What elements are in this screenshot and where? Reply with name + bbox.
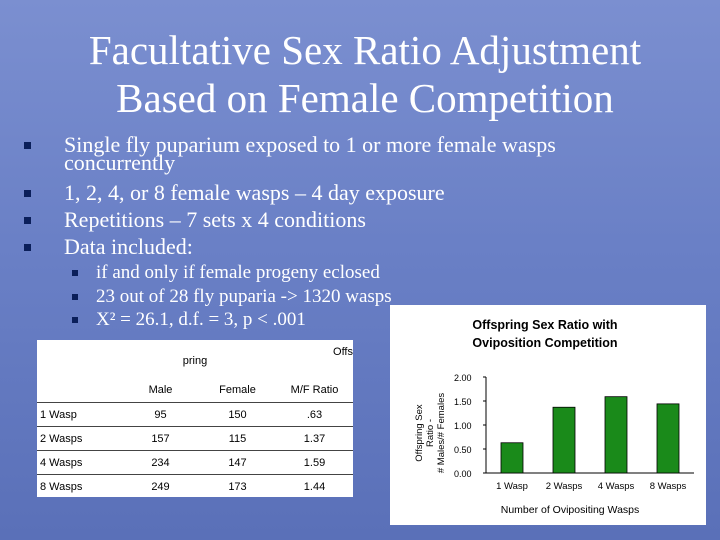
bullet-square-icon: [24, 244, 31, 251]
bullet-square-icon: [24, 142, 31, 149]
y-tick-label: 0.00: [454, 469, 472, 479]
bullet-square-icon: [24, 217, 31, 224]
bullet-text: Single fly puparium exposed to 1 or more…: [64, 132, 556, 157]
table-cell: 249: [122, 474, 199, 498]
sub-bullet-text: X² = 26.1, d.f. = 3, p < .001: [96, 309, 306, 330]
table-header-cell: Female: [219, 384, 256, 396]
x-tick-label: 4 Wasps: [598, 481, 635, 492]
table-cell: 150: [199, 402, 276, 427]
y-tick-label: 0.50: [454, 445, 472, 455]
data-table: Offs pring Male Female M/F Ratio 1 Wasp …: [37, 340, 353, 498]
bullet-text: Data included:: [64, 234, 193, 259]
table-cell: 173: [199, 474, 276, 498]
y-tick-label: 1.00: [454, 421, 472, 431]
table-header-cell: [37, 378, 122, 403]
x-tick-label: 1 Wasp: [496, 481, 528, 492]
table-cell: 2 Wasps: [37, 426, 122, 451]
y-tick-label: 1.50: [454, 397, 472, 407]
x-tick-label: 8 Wasps: [650, 481, 687, 492]
table-row: 2 Wasps 157 115 1.37: [37, 426, 353, 451]
bullet-square-icon: [24, 190, 31, 197]
table-caption-offs: Offs: [333, 346, 353, 358]
table-cell: 8 Wasps: [37, 474, 122, 498]
y-axis-title-line: Ratio -: [425, 419, 436, 447]
table-cell: 1.37: [276, 426, 353, 451]
bullet-square-icon: [72, 294, 78, 300]
table-cell: 1.44: [276, 474, 353, 498]
bullet-text: Repetitions – 7 sets x 4 conditions: [64, 207, 366, 232]
x-axis-title: Number of Ovipositing Wasps: [501, 504, 640, 516]
y-tick-label: 2.00: [454, 373, 472, 383]
x-tick-label: 2 Wasps: [546, 481, 583, 492]
table-cell: 1 Wasp: [37, 402, 122, 427]
chart-plot: 0.00 0.50 1.00 1.50 2.00 1 Wasp 2 Wasps 4 Wasps…: [414, 373, 694, 516]
table-header-cell: M/F Ratio: [290, 384, 339, 396]
table-cell: .63: [276, 402, 353, 427]
table-row: 1 Wasp 95 150 .63: [37, 402, 353, 427]
slide-title-line1: Facultative Sex Ratio Adjustment: [88, 27, 642, 73]
bullet-square-icon: [72, 317, 78, 323]
table-cell: 4 Wasps: [37, 450, 122, 475]
table-row: 4 Wasps 234 147 1.59: [37, 450, 353, 475]
chart-bar: [604, 396, 628, 474]
chart-title: Offspring Sex Ratio with Oviposition Com…: [450, 316, 640, 352]
chart-bar: [500, 442, 524, 474]
y-axis-title-line: # Males/# Females: [436, 393, 447, 474]
bar-chart: Offspring Sex Ratio with Oviposition Com…: [390, 305, 706, 525]
table-cell: 115: [199, 426, 276, 451]
table-header-row: Male Female M/F Ratio: [37, 378, 353, 403]
chart-bar: [552, 406, 576, 474]
table-cell: 1.59: [276, 450, 353, 475]
sub-bullet-text: if and only if female progeny eclosed: [96, 262, 380, 283]
sub-bullet-text: 23 out of 28 fly puparia -> 1320 wasps: [96, 286, 392, 307]
table-cell: 234: [122, 450, 199, 475]
table-cell: 147: [199, 450, 276, 475]
y-axis-title-line: Offspring Sex: [414, 404, 425, 462]
table-header-cell: Male: [148, 384, 173, 396]
slide-title: Facultative Sex Ratio Adjustment Based o…: [20, 26, 710, 122]
bullet-text: 1, 2, 4, or 8 female wasps – 4 day expos…: [64, 180, 445, 205]
chart-title-line1: Offspring Sex Ratio with: [472, 318, 618, 332]
table-caption-pring: pring: [182, 355, 208, 367]
slide-title-line2: Based on Female Competition: [116, 75, 614, 121]
bullet-text: concurrently: [64, 150, 176, 175]
table-cell: 95: [122, 402, 199, 427]
bullet-square-icon: [72, 270, 78, 276]
table-row: 8 Wasps 249 173 1.44: [37, 474, 353, 498]
chart-title-line2: Oviposition Competition: [472, 336, 618, 350]
table-cell: 157: [122, 426, 199, 451]
chart-bar: [656, 403, 680, 474]
